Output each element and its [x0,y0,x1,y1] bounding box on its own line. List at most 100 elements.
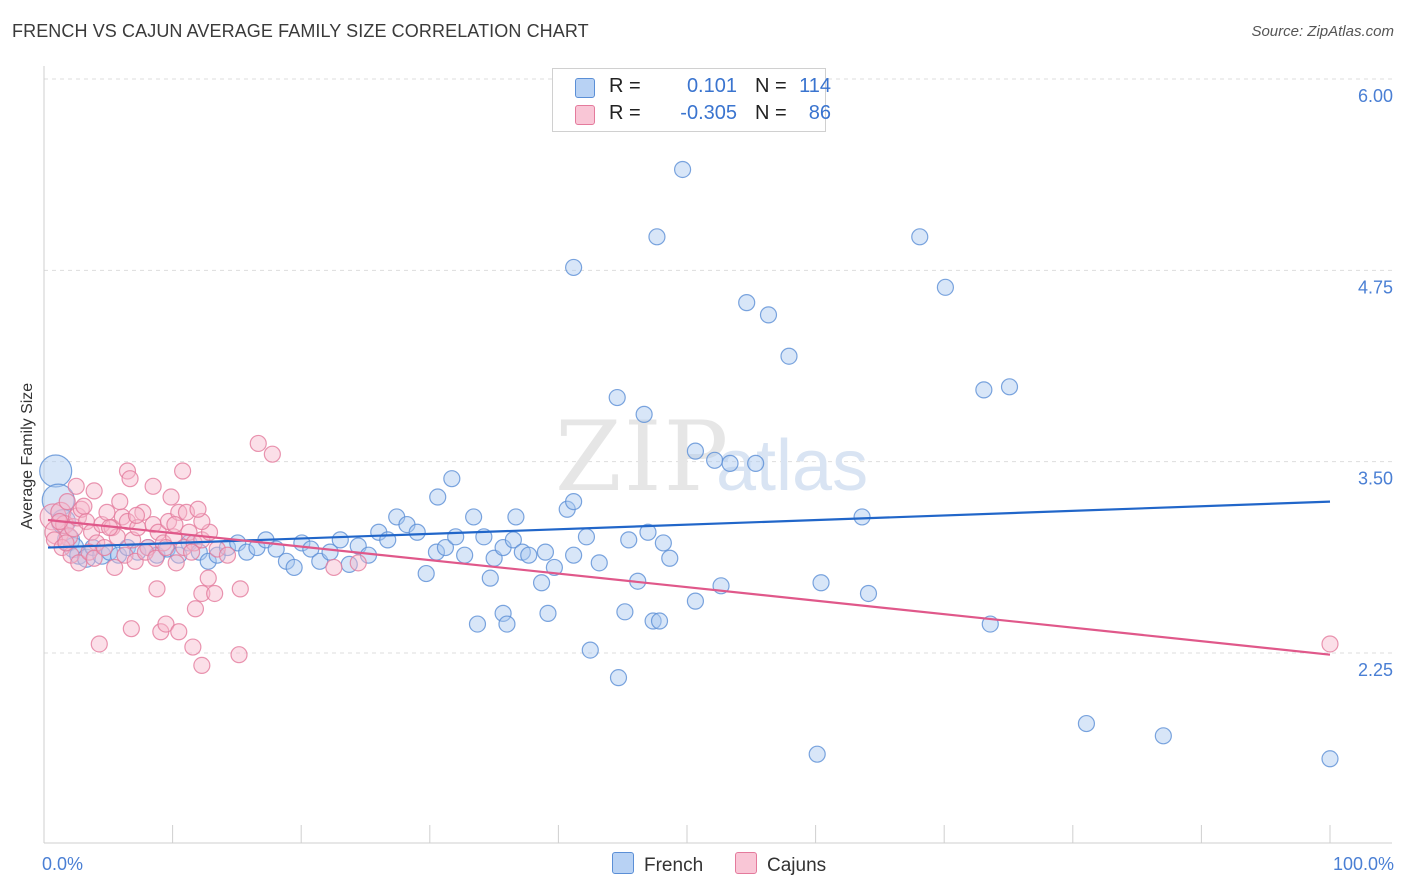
french-point [539,604,557,622]
cajuns-point [218,546,237,564]
gridlines [44,78,1392,654]
legend-french-swatch [612,852,634,874]
cajuns-r-label: R = [609,102,641,124]
french-point [650,612,669,630]
french-point [661,549,679,567]
cajuns-point [157,615,175,633]
french-point [911,228,929,246]
cajuns-point [85,482,103,500]
cajuns-n-label: N = [755,102,787,124]
french-point [747,454,765,472]
cajuns-point [186,600,205,618]
french-point [465,508,483,526]
french-point [447,528,465,546]
cajuns-point [121,470,139,488]
french-point [648,228,666,246]
french-point [644,612,662,630]
french-point [936,278,955,296]
legend-cajuns-label: Cajuns [767,855,827,876]
cajuns-point [90,635,108,653]
french-point [417,564,435,583]
cajuns-point [111,493,129,511]
cajuns-point [122,620,140,638]
cajuns-point [148,580,166,598]
cajuns-point [106,558,124,577]
stats-legend: R = 0.101 N = 114 R = -0.305 N = 86 [552,68,831,132]
french-point [654,534,672,552]
cajuns-swatch [575,105,595,125]
french-point [481,569,499,587]
cajuns-point [184,638,202,656]
legend-item-french: French [612,852,703,877]
french-point [1077,714,1096,733]
cajuns-point [182,543,201,561]
watermark-atlas: atlas [716,426,868,506]
french-point [1321,750,1339,768]
cajuns-point [157,538,175,557]
legend-cajuns-swatch [735,852,757,874]
french-n-value: 114 [799,75,831,97]
axes [43,66,1392,844]
cajuns-r-value: -0.305 [680,102,737,124]
watermark-zip: ZIP [555,401,730,513]
cajuns-point [147,549,165,567]
source-label: Source: ZipAtlas.com [1251,23,1394,40]
watermark: ZIP atlas [555,401,868,513]
french-point [639,523,657,541]
cajuns-point [170,623,188,641]
cajuns-point [98,503,116,521]
cajuns-point [167,554,185,572]
french-point [1000,378,1019,396]
french-point [608,388,626,407]
cajuns-point [174,462,192,480]
french-point [39,454,73,488]
cajuns-point [57,534,75,552]
cajuns-point [325,558,343,577]
french-point [620,531,638,549]
cajuns-point [193,656,211,675]
french-point [581,641,599,659]
french-point [721,454,739,472]
cajuns-point [349,554,367,572]
french-point [565,546,583,564]
cajuns-point [95,538,114,557]
cajuns-trend-line [47,518,1331,656]
cajuns-n-value: 86 [808,102,831,124]
cajuns-point [58,493,76,511]
french-point [975,381,993,399]
french-point [759,306,778,324]
cajuns-point [144,477,162,495]
french-point [238,543,256,561]
cajuns-point [249,434,267,453]
x-tick-labels: 0.0% 100.0% [42,854,1394,874]
cajuns-point [85,549,103,567]
french-point [686,592,705,610]
french-point [498,615,516,633]
trend-lines [47,500,1331,656]
french-point [590,554,608,572]
y-tick-label: 4.75 [1358,277,1393,297]
y-tick-label: 6.00 [1358,86,1393,106]
legend-french-label: French [644,855,704,876]
cajuns-point [116,546,134,564]
chart-title: FRENCH VS CAJUN AVERAGE FAMILY SIZE CORR… [12,21,589,41]
french-point [41,483,75,517]
french-r-label: R = [609,75,641,97]
french-point [686,442,705,460]
french-point [536,543,555,561]
x-tick-label-min: 0.0% [42,854,83,874]
y-tick-labels: 2.25 3.50 4.75 6.00 [1358,86,1393,680]
cajuns-point [1321,635,1339,653]
cajuns-point [127,506,146,525]
french-point [494,604,512,622]
french-trend-line [47,500,1331,549]
french-point [1154,727,1172,745]
french-point [616,603,634,621]
x-tick-label-max: 100.0% [1333,854,1394,874]
cajuns-point [67,477,85,495]
cajuns-point [230,646,248,664]
french-point [456,546,474,564]
legend-item-cajuns: Cajuns [735,852,826,877]
french-point [859,584,878,603]
